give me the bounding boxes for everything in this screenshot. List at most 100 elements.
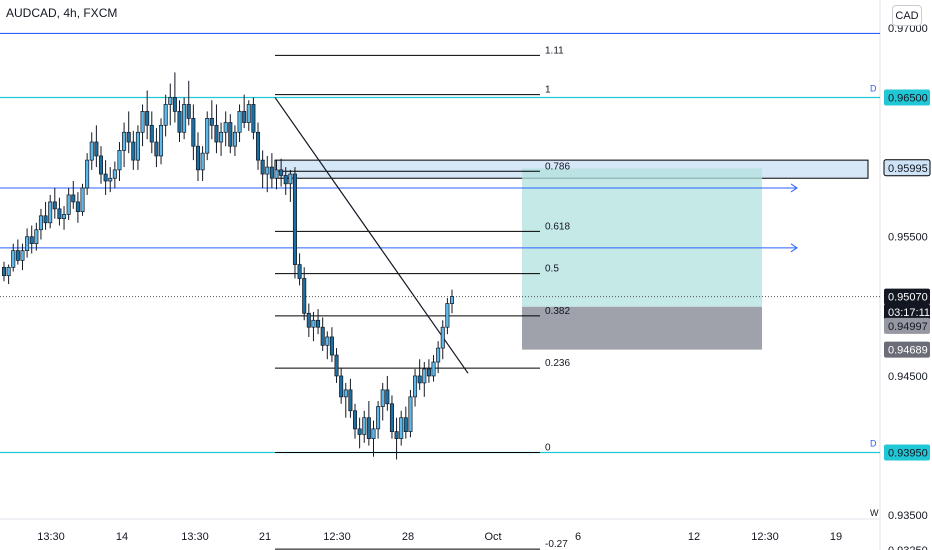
candle-up [108,177,113,182]
price-tick-label: 0.94500 [888,371,928,383]
candle-up [25,236,30,251]
trendline[interactable] [274,97,469,374]
candle-down [75,201,80,212]
price-tags: 0.96500 0.95995 0.95070 03:17:11 0.94997 0.94… [883,89,931,461]
candle-down [71,194,76,203]
candle-up [182,104,187,133]
candle-up [399,417,404,439]
price-axis[interactable]: 0.97000 0.95500 0.94500 0.93500 0.93250 [888,23,928,550]
price-tick-label: 0.97000 [888,23,928,35]
candle-down [279,169,284,176]
candle-up [80,187,85,212]
candle-up [48,201,53,224]
price-tag-label: 0.95070 [888,292,928,304]
candle-up [135,131,140,161]
candle-down [15,250,20,261]
zones-layer [274,159,869,350]
price-tag-label: 03:17:11 [888,307,930,319]
currency-button[interactable]: CAD [892,5,922,26]
candle-up [205,118,210,154]
price-tag [883,159,931,177]
candle-down [186,104,191,119]
time-axis[interactable]: 13:30 14 13:30 21 12:30 28 Oct 6 12 12:30 19 [37,531,842,543]
price-tag-label: 0.96500 [888,92,928,104]
candle-up [85,159,90,189]
candle-up [380,389,385,407]
candle-down [94,141,99,157]
candle-down [348,389,353,412]
stop-zone[interactable] [522,306,762,350]
candle-down [145,111,150,126]
candle-down [260,159,265,175]
fib-level-label: 0.618 [545,221,570,232]
candle-down [149,124,154,143]
candle-up [431,361,436,377]
price-tick-label: 0.93250 [888,545,928,550]
candle-down [29,236,34,245]
fib-level-label: 0.5 [545,264,559,275]
daily-marker: D [870,83,877,93]
candle-down [1,266,7,277]
candle-up [413,375,418,398]
candle-up [325,336,330,346]
candle-down [43,215,48,224]
candle-up [408,396,413,432]
candle-up [219,131,224,143]
price-tag-label: 0.94997 [888,321,928,333]
candle-up [343,389,348,398]
price-tick-label: 0.93500 [888,510,928,522]
fibonacci-retracement[interactable]: 1.11 1 0.786 0.618 0.5 0.382 0.236 0 -0.27 [275,45,570,550]
daily-marker: D [870,439,877,449]
candle-up [246,104,251,123]
horizontal-lines-layer: DD [0,32,880,454]
candle-down [389,403,394,432]
time-tick-label: 19 [830,531,842,543]
time-tick-label: 13:30 [37,531,65,543]
time-tick-label: 12 [688,531,700,543]
candle-up [445,303,450,328]
time-tick-label: 13:30 [181,531,209,543]
candle-up [6,266,11,277]
chart-title: AUDCAD, 4h, FXCM [6,6,118,20]
candle-down [209,118,214,126]
candle-up [168,97,173,105]
candle-down [403,417,408,432]
candle-up [362,417,367,435]
candle-up [140,111,145,133]
candle-up [371,428,376,439]
fib-level-label: -0.27 [545,539,568,550]
candle-down [320,326,325,346]
candle-down [195,145,200,171]
candle-down [214,124,219,143]
candle-up [11,250,16,268]
target-zone[interactable] [522,168,762,307]
candle-down [339,375,344,398]
candle-up [38,215,43,231]
candle-down [417,375,422,384]
candle-down [394,431,399,439]
time-tick-label: 12:30 [323,531,351,543]
price-tag-label: 0.93950 [888,448,928,460]
candle-up [223,122,228,133]
candle-up [89,141,94,161]
candle-down [316,319,321,328]
price-tag [884,317,930,334]
candle-up [449,296,455,304]
candle-down [191,118,196,147]
candle-down [103,173,108,182]
candle-down [283,175,288,185]
candle-down [177,111,182,133]
time-tick-label: Oct [484,531,501,543]
candle-down [126,131,131,143]
fib-level-label: 0 [545,443,551,454]
trendline-layer[interactable] [274,97,469,374]
candle-up [265,166,270,175]
fib-level-label: 0.786 [545,161,570,172]
candle-down [228,122,233,147]
fib-level-label: 0.382 [545,306,570,317]
candle-down [366,417,371,439]
candle-down [52,201,57,210]
time-tick-label: 12:30 [751,531,779,543]
fib-level-label: 0.236 [545,358,570,369]
